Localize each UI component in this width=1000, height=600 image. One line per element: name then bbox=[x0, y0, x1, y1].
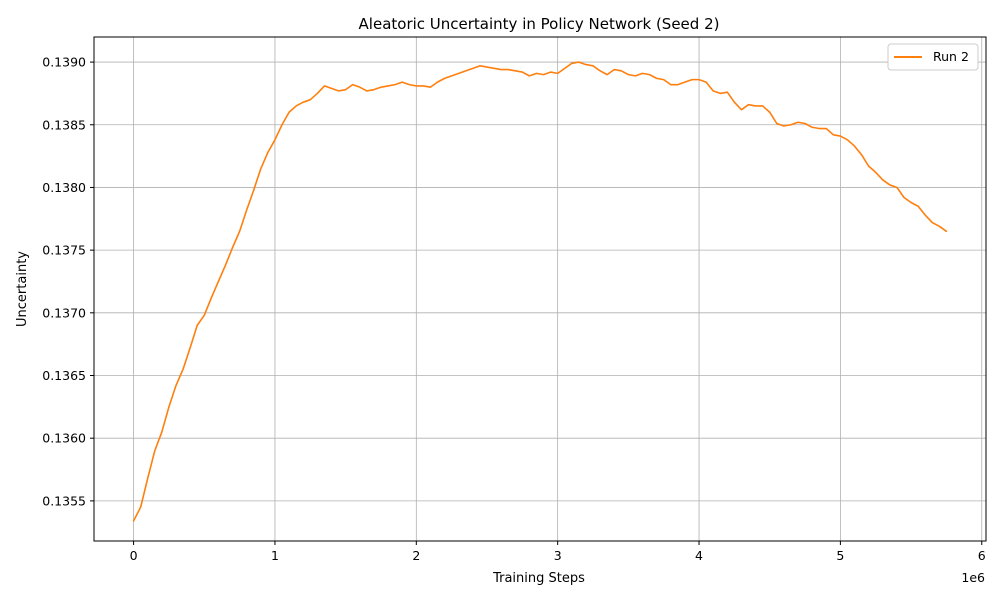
legend-entry-run-2: Run 2 bbox=[933, 49, 969, 64]
x-tick-label: 3 bbox=[554, 548, 562, 563]
series-layer bbox=[132, 61, 948, 522]
plot-frame bbox=[93, 36, 987, 542]
x-tick-label: 5 bbox=[836, 548, 844, 563]
series-line-2 bbox=[132, 61, 948, 522]
y-tick-label: 0.1370 bbox=[42, 305, 86, 320]
x-tick-label: 6 bbox=[978, 548, 986, 563]
y-tick-label: 0.1375 bbox=[42, 243, 86, 258]
y-tick-label: 0.1360 bbox=[42, 431, 86, 446]
legend: Run 2 bbox=[887, 43, 979, 71]
y-tick-label: 0.1380 bbox=[42, 180, 86, 195]
y-tick-label: 0.1385 bbox=[42, 117, 86, 132]
y-tick-label: 0.1355 bbox=[42, 493, 86, 508]
x-tick-label: 0 bbox=[130, 548, 138, 563]
legend-box bbox=[887, 43, 979, 71]
x-axis: 0 1 2 3 4 5 6 bbox=[130, 541, 986, 563]
x-tick-label: 4 bbox=[695, 548, 703, 563]
x-tick-label: 1 bbox=[271, 548, 279, 563]
x-axis-label: Training Steps bbox=[492, 571, 585, 586]
chart-title: Aleatoric Uncertainty in Policy Network … bbox=[359, 15, 720, 33]
y-tick-label: 0.1390 bbox=[42, 55, 86, 70]
y-tick-label: 0.1365 bbox=[42, 368, 86, 383]
x-tick-label: 2 bbox=[412, 548, 420, 563]
y-axis: 0.1355 0.1360 0.1365 0.1370 0.1375 0.1380 0.13… bbox=[42, 55, 94, 508]
grid bbox=[94, 37, 986, 541]
y-axis-label: Uncertainty bbox=[15, 251, 30, 327]
x-axis-offset-label: 1e6 bbox=[961, 570, 985, 585]
